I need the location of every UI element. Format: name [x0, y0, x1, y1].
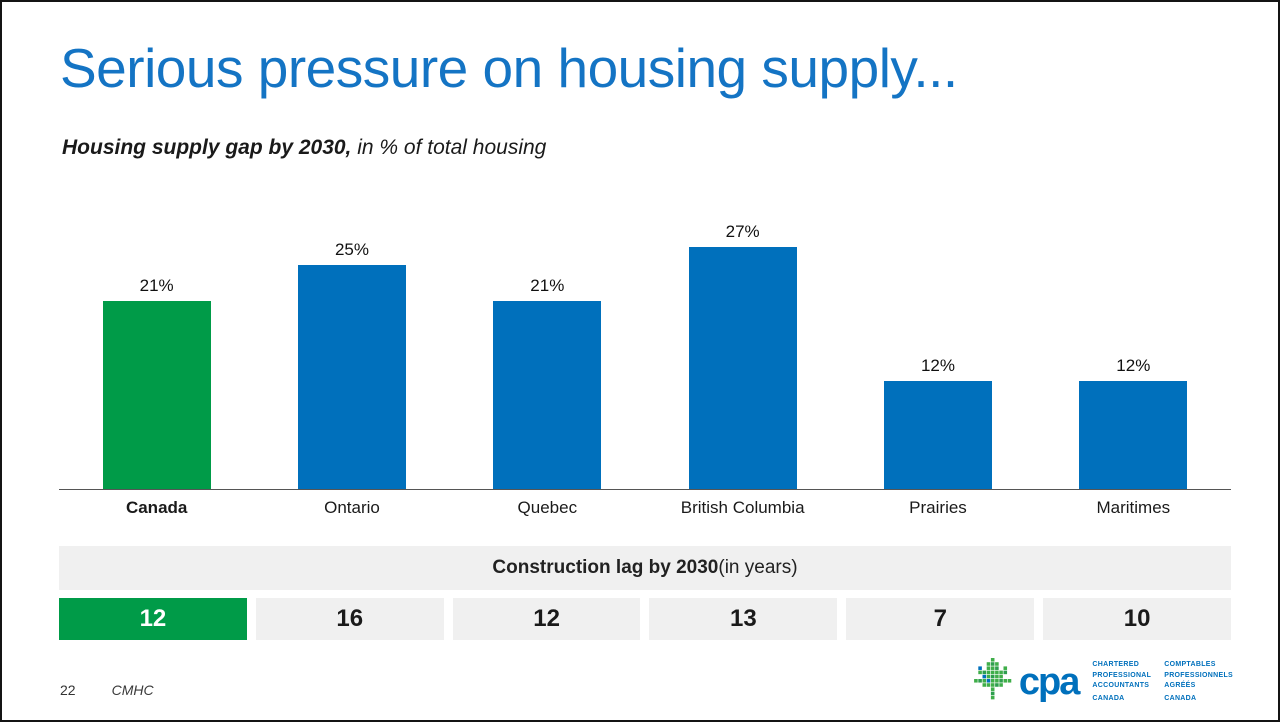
- bar: [493, 300, 602, 489]
- bar-column: 27%: [645, 220, 840, 489]
- source-label: CMHC: [111, 682, 154, 698]
- logo-text-en: CHARTERED PROFESSIONAL ACCOUNTANTS CANAD…: [1092, 660, 1151, 704]
- maple-leaf-icon: [974, 658, 1012, 700]
- category-label: Quebec: [517, 497, 578, 517]
- bar-value-label: 25%: [334, 239, 369, 259]
- bar: [1079, 380, 1188, 489]
- bar-chart: 21% 25% 21% 27% 12% 12%: [59, 220, 1231, 518]
- lag-cell: 12: [452, 597, 641, 640]
- bar-column: 21%: [59, 220, 254, 489]
- logo-text-line: ACCOUNTANTS: [1092, 681, 1150, 689]
- category-label: Ontario: [324, 497, 380, 517]
- category-label: Maritimes: [1096, 497, 1171, 517]
- bar: [883, 380, 992, 489]
- page-number: 22: [60, 682, 76, 698]
- lag-table-header: Construction lag by 2030 (in years): [59, 545, 1231, 590]
- lag-cell: 7: [846, 597, 1035, 640]
- cpa-logo: cpa CHARTERED PROFESSIONAL ACCOUNTANTS C…: [973, 658, 1240, 704]
- logo-text-line: PROFESSIONAL: [1092, 671, 1152, 679]
- category-axis: Canada Ontario Quebec British Columbia P…: [59, 498, 1231, 518]
- slide-footer: 22 CMHC: [60, 682, 154, 698]
- category-label: Canada: [125, 497, 188, 517]
- chart-subtitle-rest: in % of total housing: [351, 135, 547, 159]
- category-label: Prairies: [909, 497, 967, 517]
- category-label: British Columbia: [680, 497, 805, 517]
- bar: [102, 300, 211, 489]
- lag-cell: 10: [1043, 597, 1231, 640]
- bar: [297, 264, 406, 489]
- bar-value-label: 21%: [530, 275, 565, 295]
- slide-title: Serious pressure on housing supply...: [60, 37, 958, 99]
- bar-column: 12%: [840, 220, 1035, 489]
- lag-table-row: 12 16 12 13 7 10: [59, 597, 1231, 640]
- bar-column: 25%: [254, 220, 449, 489]
- logo-text-line: CHARTERED: [1092, 661, 1140, 669]
- bar: [688, 246, 797, 489]
- bar-value-label: 27%: [725, 221, 760, 241]
- chart-subtitle: Housing supply gap by 2030, in % of tota…: [62, 136, 1278, 160]
- logo-text-line: COMPTABLES: [1164, 661, 1216, 669]
- logo-text-line: CANADA: [1092, 694, 1125, 702]
- chart-plot-area: 21% 25% 21% 27% 12% 12%: [59, 220, 1231, 490]
- chart-subtitle-bold: Housing supply gap by 2030,: [62, 135, 352, 159]
- lag-cell: 13: [649, 597, 838, 640]
- lag-cell: 12: [59, 597, 247, 640]
- logo-text-fr: COMPTABLES PROFESSIONNELS AGRÉÉS CANADA: [1164, 660, 1233, 704]
- bar-column: 12%: [1036, 220, 1231, 489]
- lag-cell: 16: [255, 597, 444, 640]
- logo-text-line: PROFESSIONNELS: [1164, 671, 1233, 679]
- bar-column: 21%: [450, 220, 645, 489]
- logo-text-line: CANADA: [1164, 694, 1197, 702]
- lag-table-header-bold: Construction lag by 2030: [492, 556, 719, 578]
- cpa-wordmark: cpa: [1018, 661, 1081, 704]
- bar-value-label: 12%: [1116, 355, 1151, 375]
- logo-text-line: AGRÉÉS: [1164, 681, 1196, 689]
- bar-value-label: 21%: [139, 275, 174, 295]
- lag-table-header-rest: (in years): [718, 556, 798, 578]
- bar-value-label: 12%: [920, 355, 955, 375]
